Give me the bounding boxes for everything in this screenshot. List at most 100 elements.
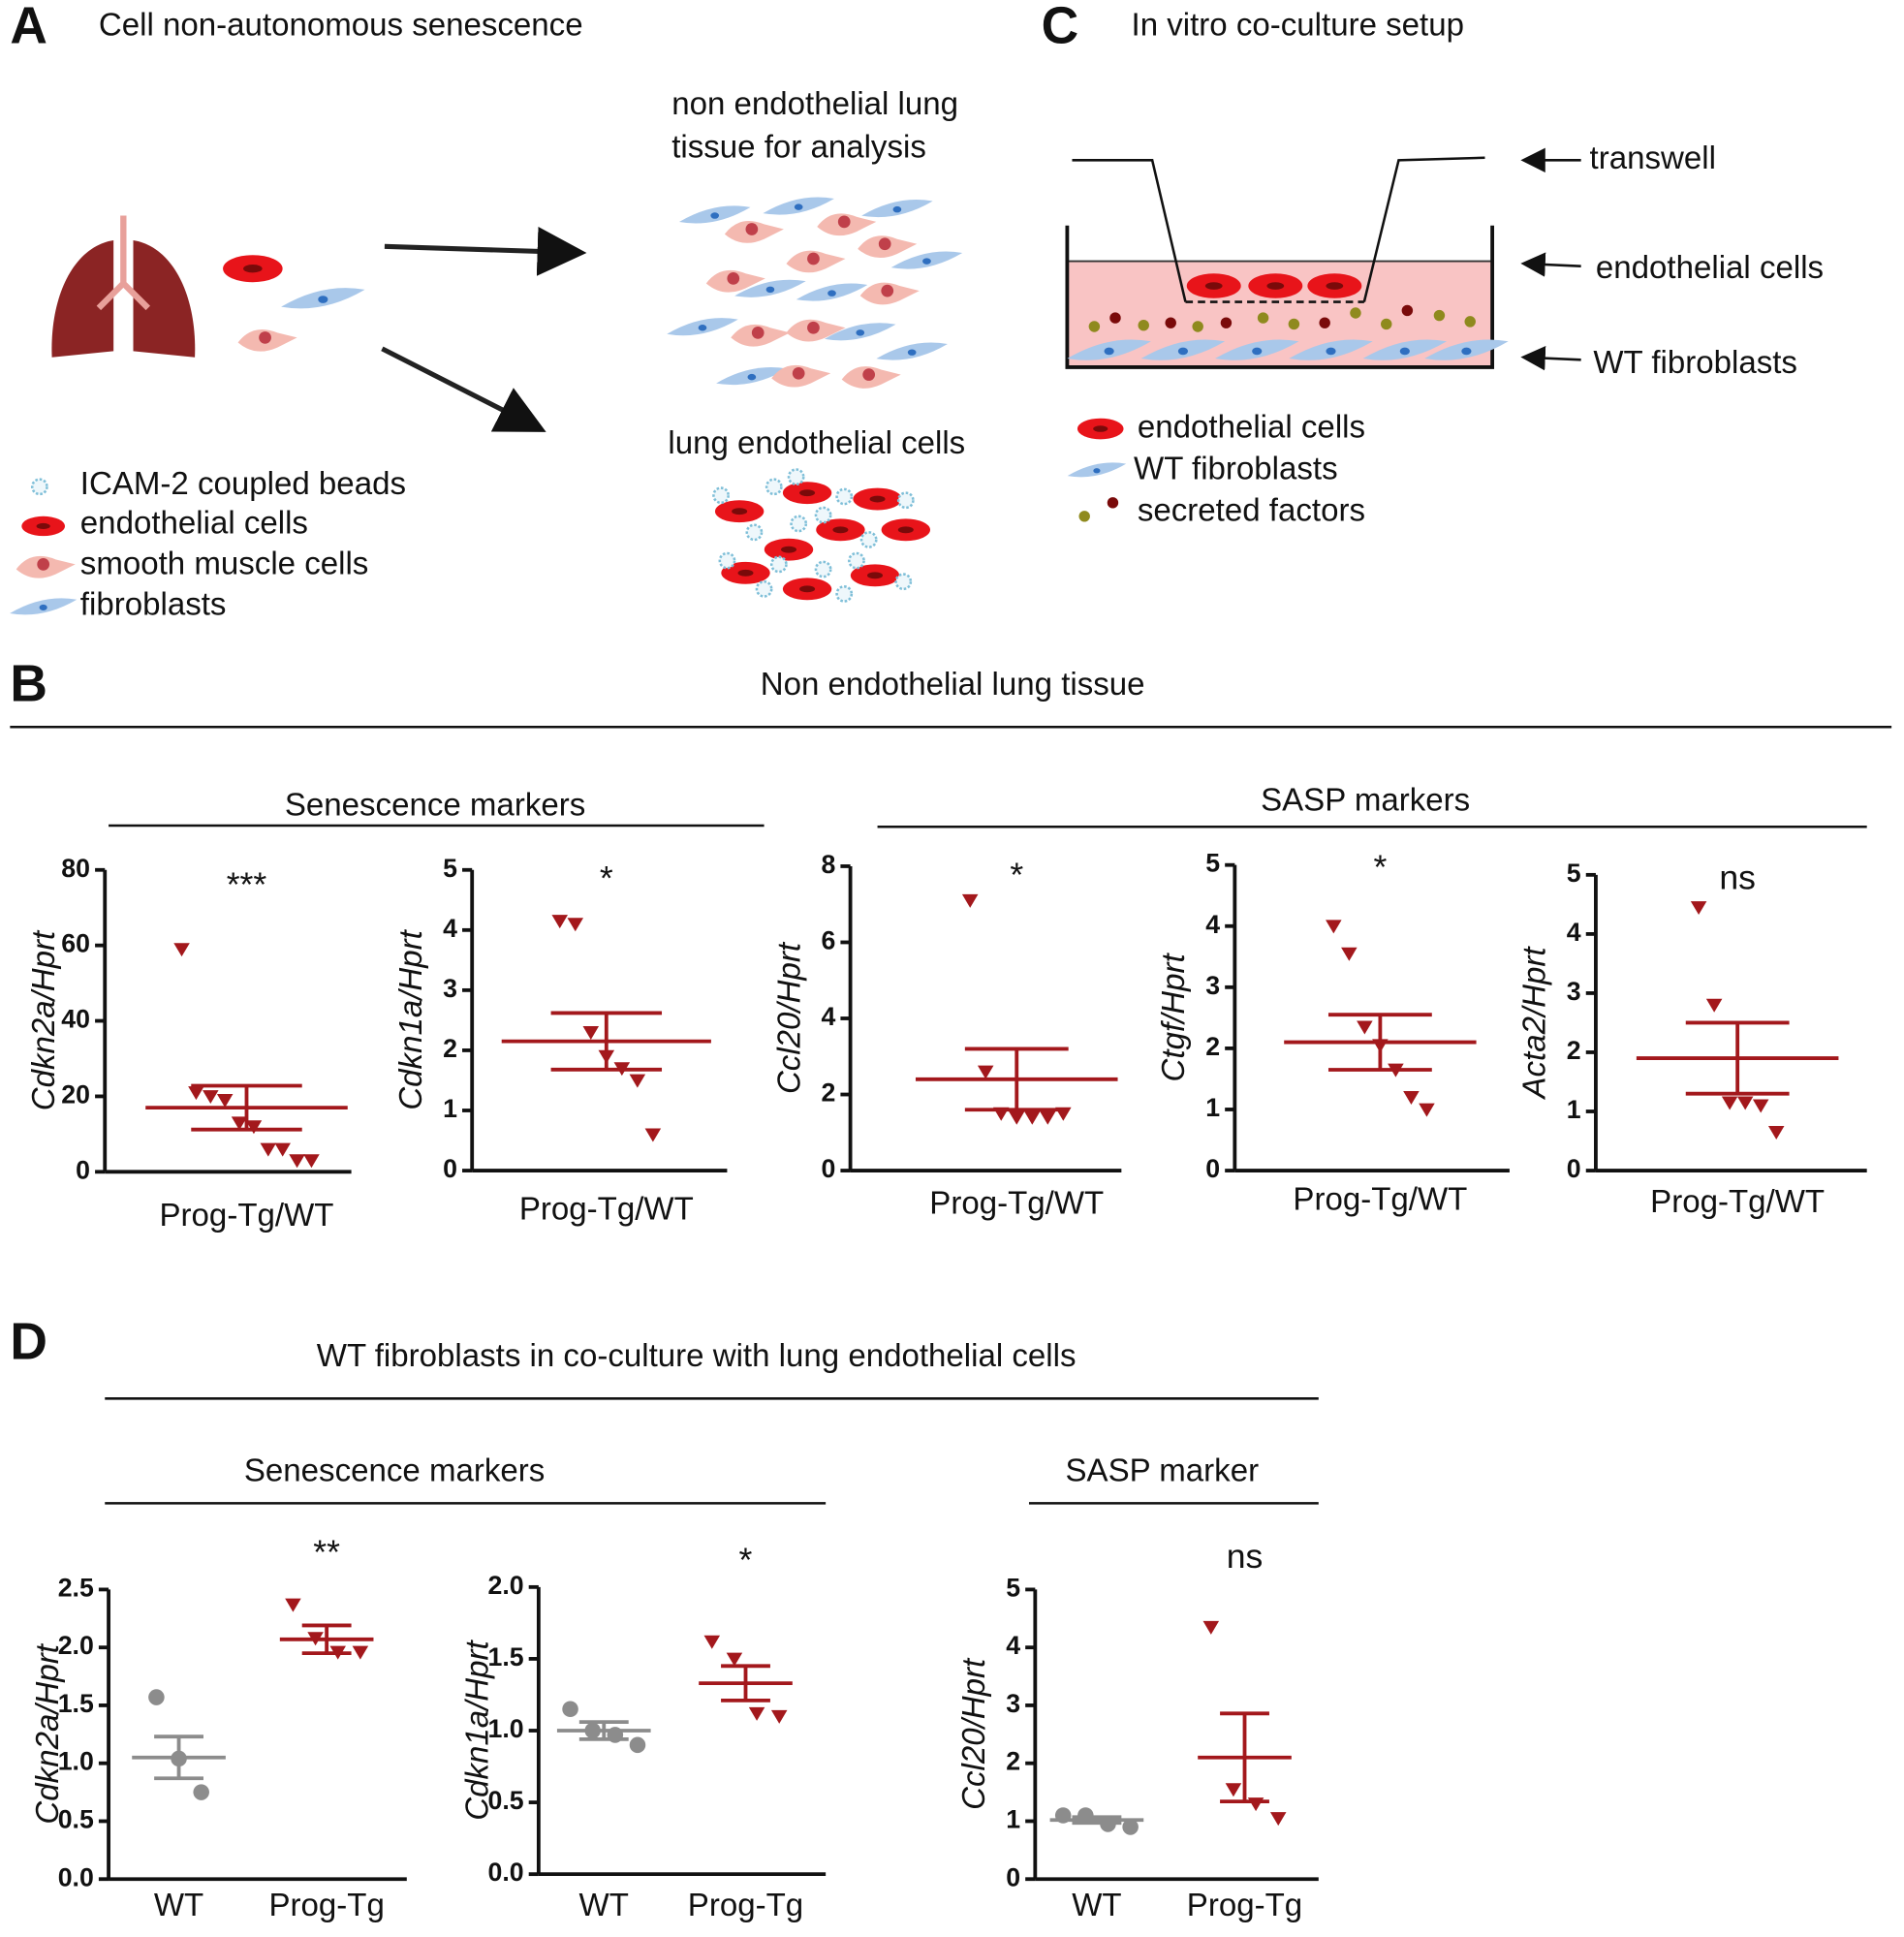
y-tick-label: 4 <box>1006 1631 1020 1660</box>
data-point <box>1247 1797 1264 1812</box>
data-point <box>703 1635 721 1649</box>
y-tick-label: 0 <box>1205 1154 1220 1183</box>
y-tick-label: 8 <box>821 850 835 879</box>
label: non endothelial lung <box>671 86 958 122</box>
legend-label: fibroblasts <box>80 586 227 622</box>
y-tick-label: 0 <box>443 1154 457 1183</box>
nucleus <box>1399 347 1410 356</box>
y-tick-label: 2 <box>1006 1747 1020 1776</box>
nucleus <box>36 522 50 530</box>
data-point <box>1690 901 1707 916</box>
data-point <box>303 1154 320 1169</box>
bead <box>859 531 878 548</box>
label: tissue for analysis <box>671 130 926 166</box>
nucleus <box>710 212 720 219</box>
y-tick-label: 40 <box>61 1005 90 1034</box>
data-point <box>1024 1110 1041 1125</box>
error-bar <box>964 1047 1069 1112</box>
error-bar <box>721 1664 770 1703</box>
data-point <box>607 1727 624 1743</box>
chart: 0 1 2 3 4 5 Acta2/Hprt ns Prog-Tg/WT <box>1517 858 1867 1220</box>
nucleus <box>1177 347 1189 356</box>
nucleus <box>799 489 816 497</box>
data-point <box>551 915 569 929</box>
y-tick-label: 1.5 <box>58 1689 94 1718</box>
chart: 0.0 0.5 1.0 1.5 2.0 Cdkn1a/Hprt * WT Prog-Tg <box>460 1541 827 1923</box>
legend-label: smooth muscle cells <box>80 546 369 581</box>
bead <box>745 523 764 542</box>
y-tick-label: 4 <box>443 914 457 943</box>
data-point <box>613 1062 631 1077</box>
y-tick-label: 1.5 <box>487 1642 523 1671</box>
label: lung endothelial cells <box>668 425 965 461</box>
nucleus <box>37 558 50 571</box>
y-tick-label: 0.0 <box>58 1862 94 1891</box>
y-axis-label: Cdkn2a/Hprt <box>26 929 62 1110</box>
data-point <box>1269 1812 1287 1827</box>
data-point <box>644 1128 662 1142</box>
error-bar <box>1685 1020 1790 1096</box>
chart: 0 1 2 3 4 5 Cdkn1a/Hprt * Prog-Tg/WT <box>393 854 728 1228</box>
chart: 0 1 2 3 4 5 Ccl20/Hprt ns WT Prog-Tg <box>956 1537 1319 1923</box>
data-point <box>285 1598 301 1612</box>
panel-letter: B <box>10 656 47 713</box>
y-tick-label: 2 <box>1205 1032 1220 1061</box>
data-point <box>1357 1020 1373 1035</box>
chart: 0 20 40 60 80 Cdkn2a/Hprt *** Prog-Tg/WT <box>26 854 352 1234</box>
group-title: Senescence markers <box>244 1453 545 1488</box>
bead <box>790 515 808 533</box>
nucleus <box>794 203 803 210</box>
secreted-factor <box>1288 318 1300 330</box>
x-tick-label: Prog-Tg <box>1187 1888 1302 1923</box>
nucleus <box>799 585 816 593</box>
data-point <box>1705 998 1723 1013</box>
data-point <box>961 893 979 908</box>
bead <box>814 506 832 524</box>
data-point <box>629 1736 646 1754</box>
arrow <box>1520 345 1581 371</box>
y-axis-label: Ccl20/Hprt <box>771 941 807 1094</box>
x-tick-label: WT <box>1072 1888 1121 1923</box>
annotation: * <box>1010 856 1023 894</box>
y-tick-label: 2 <box>821 1078 835 1108</box>
nucleus <box>869 495 886 503</box>
panel-title: WT fibroblasts in co-culture with lung e… <box>317 1338 1077 1374</box>
y-tick-label: 2.0 <box>58 1631 94 1660</box>
data-point <box>171 1750 187 1767</box>
nucleus <box>807 252 820 266</box>
chart: 0 2 4 6 8 Ccl20/Hprt * Prog-Tg/WT <box>771 850 1122 1221</box>
secreted-factor <box>1464 316 1476 328</box>
nucleus <box>878 237 891 251</box>
y-tick-label: 6 <box>821 926 835 955</box>
data-point <box>231 1116 248 1131</box>
panel-title: Non endothelial lung tissue <box>761 667 1145 703</box>
nucleus <box>837 215 851 229</box>
nucleus <box>1266 282 1285 290</box>
data-point <box>1403 1091 1420 1105</box>
error-bar <box>301 1623 352 1656</box>
annotation: *** <box>227 865 267 904</box>
data-point <box>193 1784 209 1800</box>
nucleus <box>747 373 757 381</box>
y-axis-label: Ccl20/Hprt <box>956 1657 992 1810</box>
error-bar <box>191 1083 302 1132</box>
nucleus <box>732 508 748 515</box>
data-point <box>274 1142 291 1157</box>
nucleus <box>922 258 931 265</box>
secreted-factor <box>1257 312 1269 324</box>
y-tick-label: 4 <box>1567 918 1581 947</box>
y-tick-label: 0.0 <box>487 1858 523 1887</box>
bead <box>835 487 854 506</box>
nucleus <box>751 326 765 339</box>
nucleus <box>243 265 263 273</box>
y-tick-label: 5 <box>1006 1573 1020 1602</box>
legend-label: secreted factors <box>1138 493 1365 529</box>
data-point <box>245 1120 263 1135</box>
y-tick-label: 0 <box>1567 1154 1581 1183</box>
nucleus <box>737 569 754 577</box>
data-point <box>1202 1620 1220 1635</box>
transwell <box>1072 156 1485 302</box>
data-point <box>289 1154 305 1169</box>
label: endothelial cells <box>1596 250 1824 286</box>
